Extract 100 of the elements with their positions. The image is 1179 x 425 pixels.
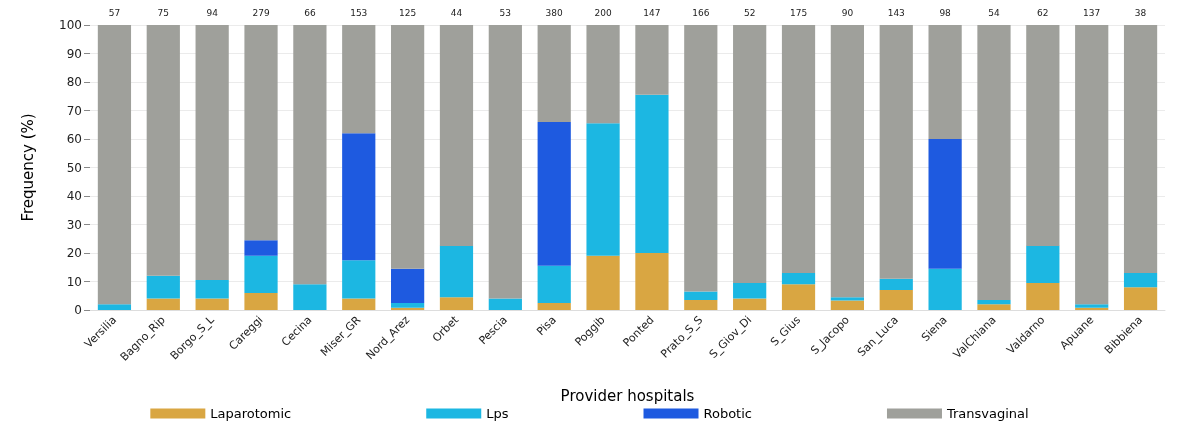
y-tick-label: 40: [66, 189, 82, 203]
y-axis-title: Frequency (%): [18, 113, 37, 222]
bar: [391, 25, 425, 269]
bar: [244, 25, 278, 241]
bar: [586, 25, 620, 124]
y-tick-label: 0: [74, 303, 82, 317]
annotation: 62: [1037, 7, 1049, 18]
bar: [97, 25, 132, 305]
bar: [1075, 25, 1109, 305]
bar: [733, 298, 767, 310]
bar: [439, 297, 474, 310]
bar: [537, 121, 571, 266]
bar: [244, 292, 278, 310]
bar: [928, 268, 962, 310]
bar: [293, 25, 327, 285]
bar: [977, 25, 1011, 301]
bar: [342, 25, 376, 134]
bar: [586, 255, 620, 310]
bar: [928, 139, 962, 269]
bar: [97, 304, 132, 310]
annotation: 137: [1083, 7, 1101, 18]
bar: [830, 25, 864, 298]
bar: [635, 25, 669, 95]
bar: [342, 133, 376, 261]
bar: [488, 298, 522, 310]
bar: [781, 284, 816, 310]
bar: [928, 25, 962, 139]
bar: [586, 123, 620, 256]
bar: [733, 25, 767, 283]
bar: [684, 291, 718, 301]
bar: [1123, 272, 1158, 288]
y-tick-label: 10: [66, 274, 82, 289]
annotation: 94: [206, 7, 219, 18]
bar: [342, 260, 376, 299]
bar: [342, 298, 376, 310]
bar: [439, 25, 474, 246]
y-tick-label: 80: [66, 75, 82, 89]
bar: [977, 304, 1011, 310]
bar: [1123, 25, 1158, 273]
bar: [195, 298, 229, 310]
bar: [635, 253, 669, 310]
annotation: 166: [692, 7, 710, 18]
x-axis-title: Provider hospitals: [560, 386, 695, 405]
annotation: 66: [304, 7, 316, 18]
y-tick-label: 20: [66, 246, 82, 260]
bar: [684, 300, 718, 310]
bar: [293, 284, 327, 310]
annotation: 147: [643, 7, 661, 18]
annotation: 279: [252, 7, 270, 18]
annotation: 75: [157, 7, 170, 18]
legend-label: Robotic: [703, 406, 752, 421]
bar: [879, 278, 913, 291]
bar: [391, 268, 425, 303]
y-tick-label: 100: [59, 18, 82, 32]
legend-label: Lps: [486, 406, 509, 421]
annotation: 44: [450, 7, 463, 18]
bar: [537, 265, 571, 303]
bar: [684, 25, 718, 292]
bar: [195, 25, 229, 281]
bar: [635, 94, 669, 253]
y-tick-label: 50: [66, 160, 82, 175]
annotation: 90: [841, 7, 854, 18]
bar: [488, 25, 522, 299]
bar: [781, 272, 816, 285]
bar: [146, 275, 180, 299]
annotation: 125: [399, 7, 417, 18]
annotation: 143: [887, 7, 905, 18]
bar: [830, 297, 864, 301]
annotation: 98: [939, 7, 952, 18]
annotation: 200: [594, 7, 612, 18]
annotation: 380: [545, 7, 564, 18]
bar: [244, 255, 278, 293]
bar: [1026, 25, 1060, 246]
bar: [195, 280, 229, 299]
bar: [733, 282, 767, 299]
bar: [146, 25, 180, 276]
y-tick-label: 60: [66, 132, 82, 146]
annotation: 54: [988, 7, 1000, 18]
bar: [1026, 245, 1060, 283]
bar: [391, 302, 425, 308]
bar: [977, 300, 1011, 305]
bar: [1123, 287, 1158, 310]
x-tick-label: Pisa: [534, 313, 559, 339]
annotation: 53: [499, 7, 512, 18]
bar: [439, 245, 474, 298]
annotation: 175: [789, 7, 808, 18]
annotation: 57: [108, 7, 121, 18]
bar: [537, 25, 571, 122]
y-tick-label: 30: [66, 217, 82, 232]
bar: [537, 302, 571, 310]
bar: [146, 298, 180, 310]
bar: [244, 240, 278, 256]
legend-label: Transvaginal: [945, 406, 1029, 421]
bar: [879, 290, 913, 310]
annotation: 38: [1134, 7, 1147, 18]
bar: [830, 300, 864, 310]
bar: [781, 25, 816, 273]
y-tick-label: 90: [66, 46, 82, 61]
bar: [1026, 282, 1060, 310]
annotation: 153: [350, 7, 368, 18]
